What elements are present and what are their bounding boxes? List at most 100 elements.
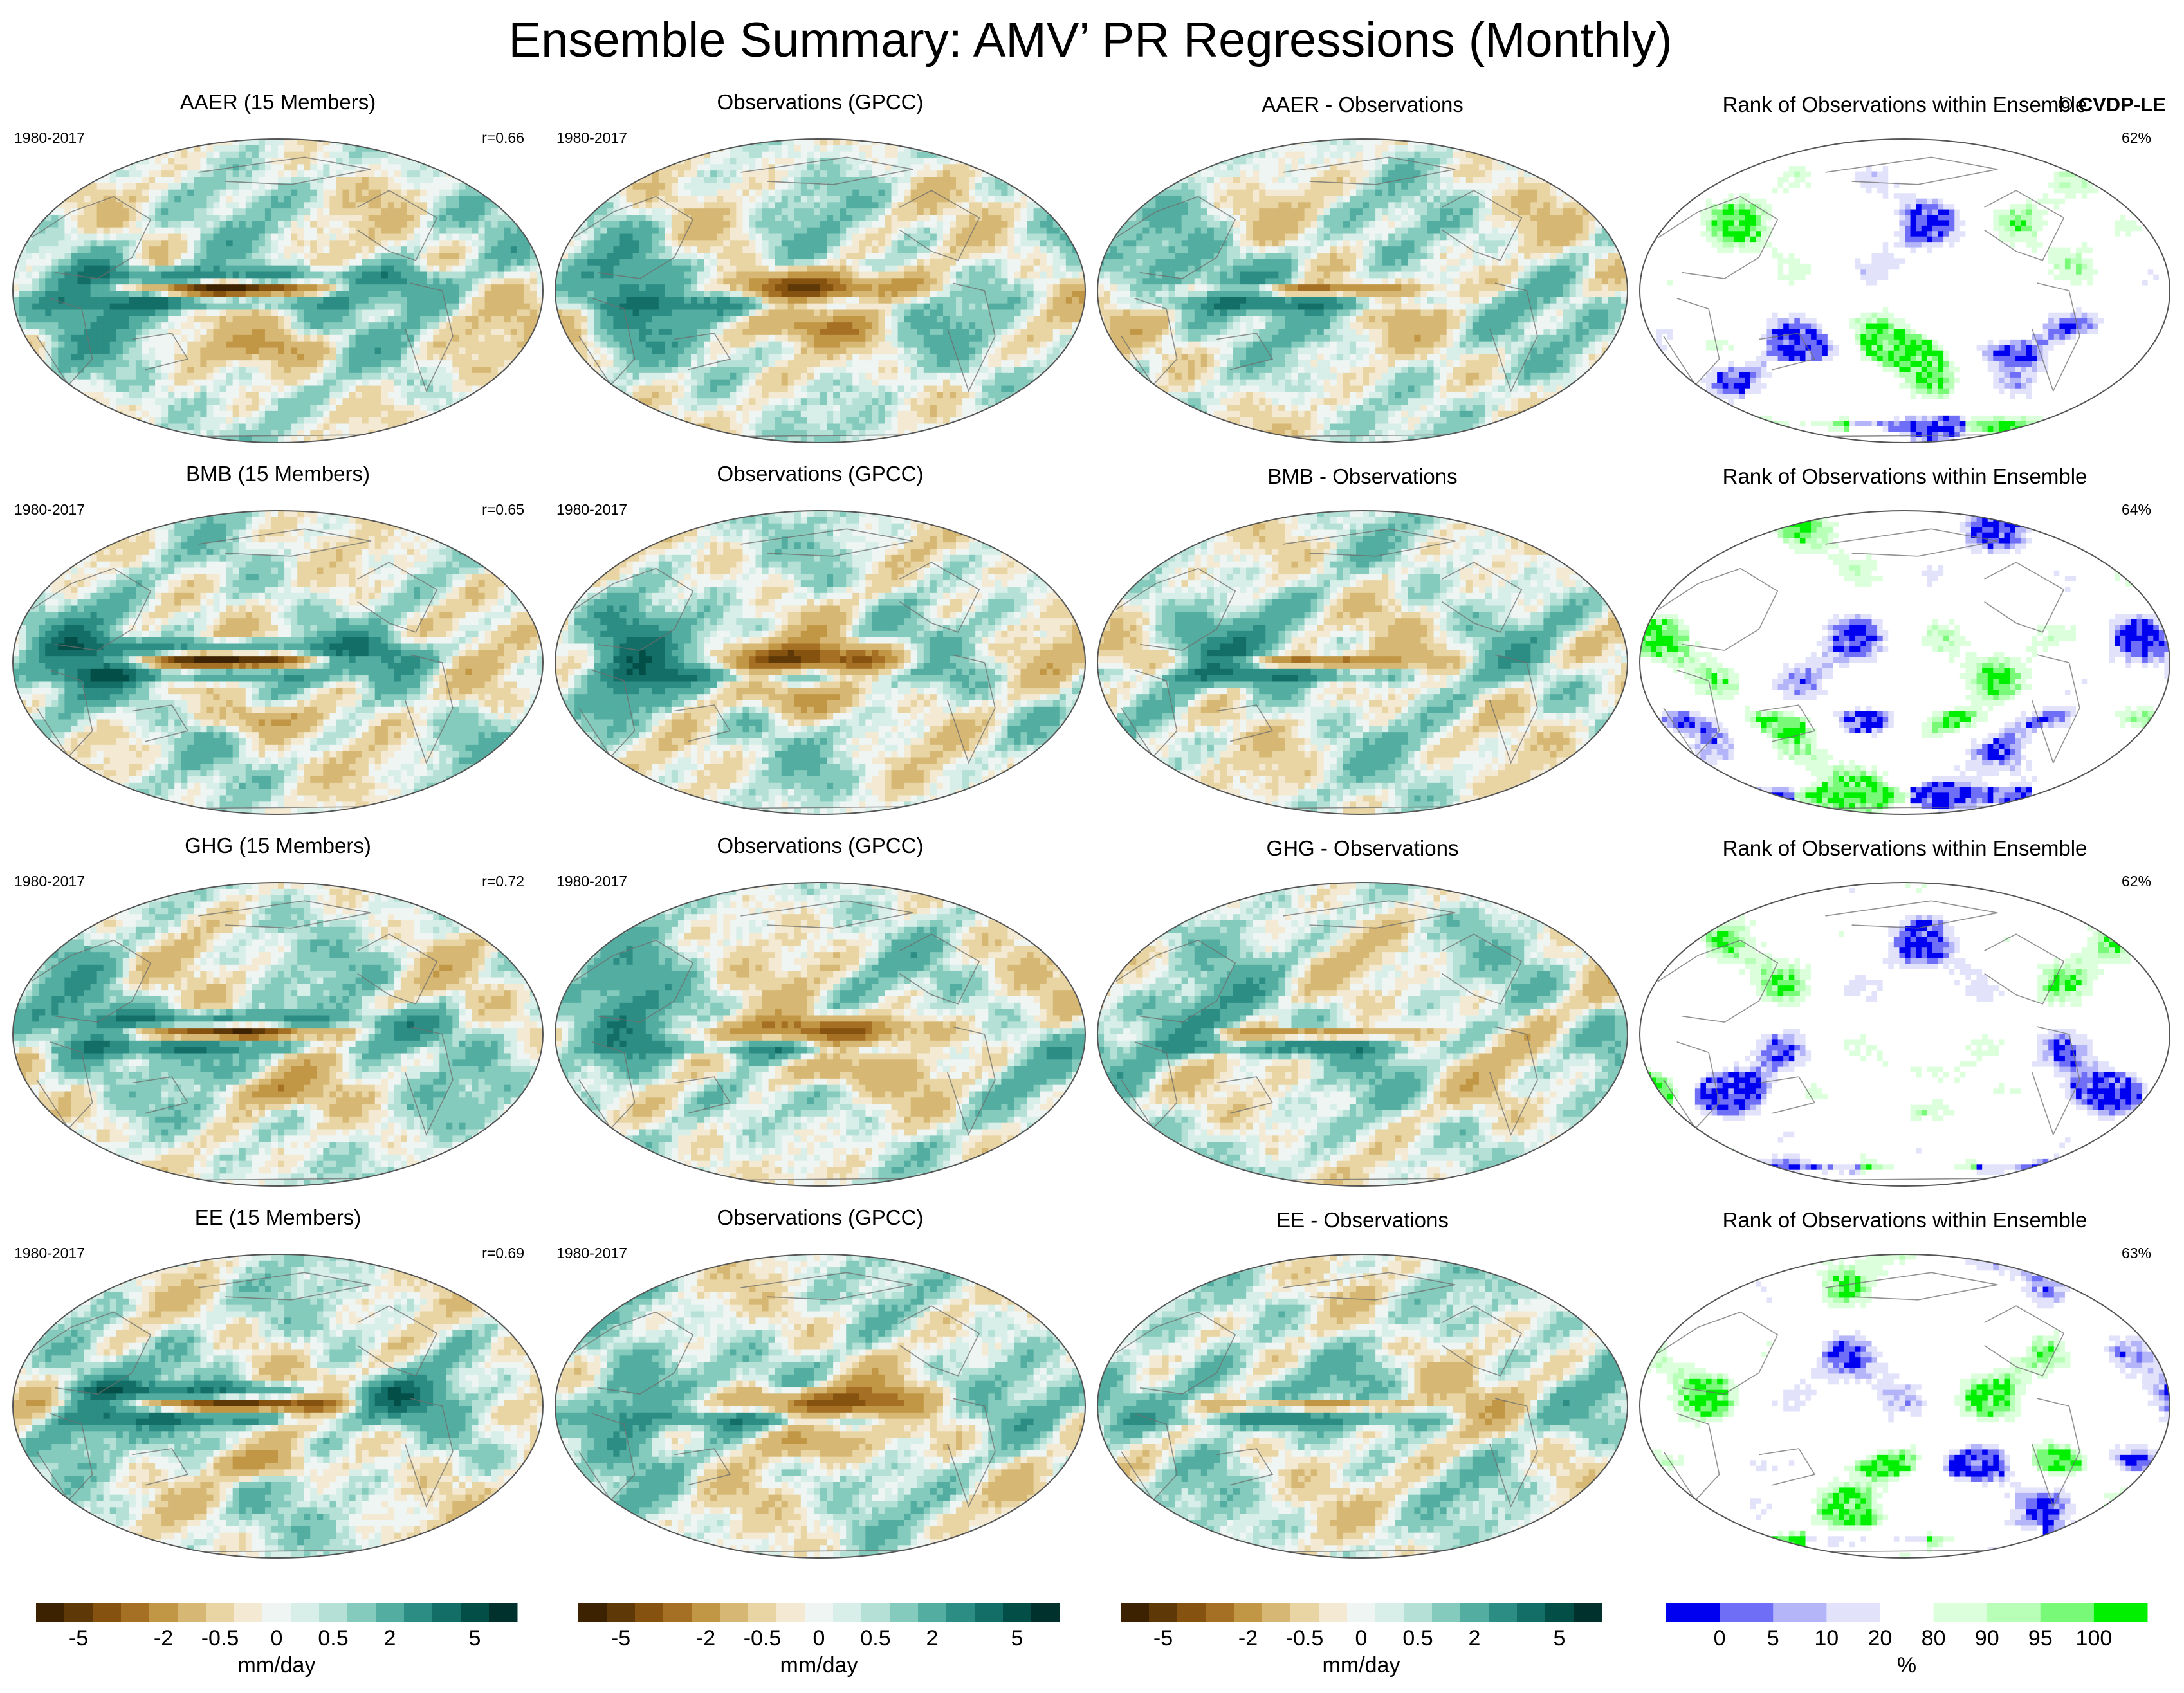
map-cell [1033, 221, 1041, 228]
map-cell [446, 177, 453, 184]
map-cell [245, 139, 253, 146]
map-cell [639, 253, 647, 260]
map-cell [342, 316, 350, 323]
map-cell [923, 278, 931, 285]
map-cell [271, 303, 279, 311]
map-cell [349, 196, 356, 203]
map-cell [665, 297, 672, 304]
map-cell [878, 227, 886, 235]
map-cell [336, 177, 344, 184]
map-cell [32, 233, 39, 241]
map-cell [658, 253, 666, 260]
map-cell [71, 329, 78, 336]
map-cell [775, 227, 782, 235]
map-cell [969, 278, 976, 285]
map-cell [362, 379, 369, 387]
map-cell [45, 347, 52, 354]
map-cell [297, 164, 304, 171]
map-cell [446, 196, 453, 203]
map-cell [355, 196, 363, 203]
map-cell [368, 284, 376, 291]
map-cell [349, 271, 356, 279]
map-cell [833, 215, 840, 222]
map-cell [794, 227, 802, 235]
map-cell [284, 291, 291, 298]
map-cell [755, 183, 763, 190]
map-cell [64, 246, 72, 253]
map-cell [252, 227, 259, 235]
map-cell [116, 253, 124, 260]
map-cell [730, 246, 737, 253]
map-cell [355, 372, 363, 380]
map-cell [271, 436, 279, 443]
map-cell [600, 227, 607, 235]
map-cell [910, 297, 918, 304]
map-cell [1033, 297, 1041, 304]
map-cell [949, 196, 957, 203]
map-cell [252, 215, 259, 222]
map-cell [291, 145, 298, 152]
map-cell [982, 208, 989, 215]
map-cell [930, 189, 937, 197]
map-cell [213, 297, 221, 304]
map-cell [478, 202, 486, 209]
map-cell [304, 202, 311, 209]
map-cell [284, 145, 291, 152]
map-cell [232, 151, 240, 159]
map-cell [291, 189, 298, 197]
map-cell [452, 309, 459, 316]
map-cell [1020, 297, 1028, 304]
map-cell [239, 145, 246, 152]
map-cell [297, 341, 304, 349]
map-cell [910, 233, 918, 241]
map-cell [161, 329, 169, 336]
map-cell [936, 259, 944, 266]
map-cell [32, 334, 39, 342]
map-cell [278, 183, 285, 190]
map-cell [264, 215, 272, 222]
map-cell [329, 316, 337, 323]
map-cell [613, 196, 621, 203]
map-cell [381, 329, 389, 336]
map-cell [355, 360, 363, 367]
map-cell [671, 227, 679, 235]
map-cell [859, 271, 866, 279]
map-cell [472, 354, 479, 361]
map-cell [917, 158, 924, 165]
map-cell [827, 196, 834, 203]
map-cell [840, 177, 847, 184]
map-cell [174, 316, 181, 323]
map-cell [942, 202, 950, 209]
map-cell [1001, 196, 1009, 203]
map-cell [755, 177, 763, 184]
map-cell [374, 405, 382, 412]
map-cell [96, 202, 104, 209]
map-cell [484, 303, 492, 311]
map-cell [684, 284, 692, 291]
map-cell [64, 215, 72, 222]
map-cell [904, 297, 912, 304]
map-cell [742, 215, 750, 222]
map-cell [387, 233, 395, 241]
map-cell [407, 158, 414, 165]
map-cell [800, 151, 808, 159]
map-cell [704, 240, 711, 247]
map-cell [865, 233, 872, 241]
map-cell [149, 303, 156, 311]
map-cell [982, 177, 989, 184]
map-cell [317, 367, 324, 374]
map-cell [264, 410, 272, 418]
map-cell [245, 410, 253, 418]
map-cell [433, 233, 440, 241]
map-cell [77, 341, 85, 349]
map-cell [135, 246, 143, 253]
map-cell [304, 278, 311, 285]
map-cell [775, 158, 782, 165]
map-cell [194, 303, 201, 311]
map-cell [846, 278, 853, 285]
map-cell [781, 297, 789, 304]
map-cell [852, 265, 859, 273]
map-cell [710, 246, 717, 253]
map-cell [988, 271, 995, 279]
map-cell [472, 379, 479, 387]
